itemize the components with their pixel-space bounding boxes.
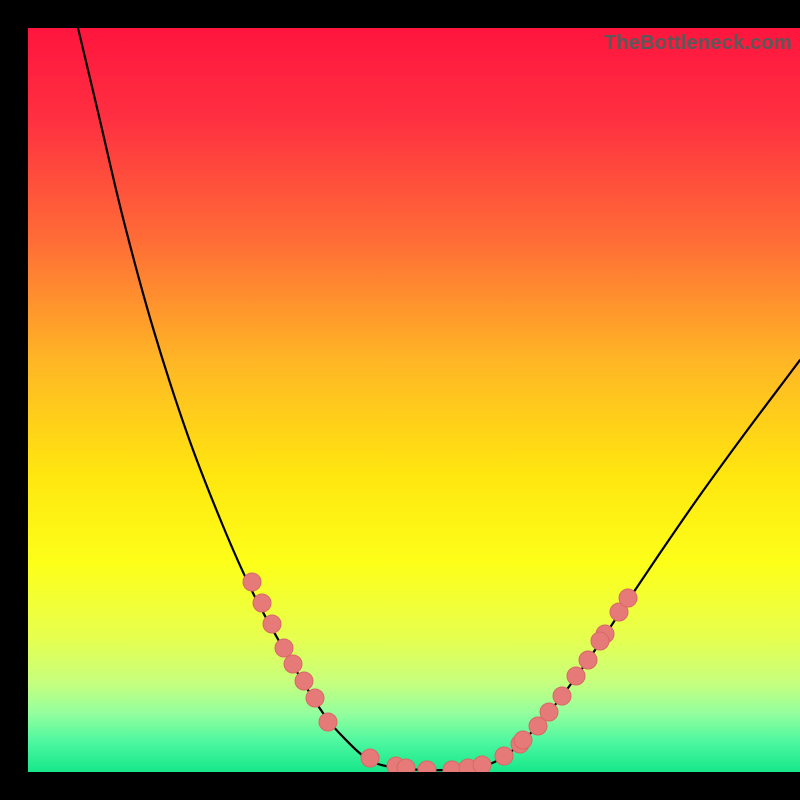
scatter-point — [514, 731, 532, 749]
scatter-point — [473, 756, 491, 772]
scatter-point — [319, 713, 337, 731]
scatter-point — [263, 615, 281, 633]
scatter-point — [253, 594, 271, 612]
scatter-point — [295, 672, 313, 690]
scatter-point — [275, 639, 293, 657]
curve-group — [78, 28, 800, 770]
outer-frame: TheBottleneck.com — [0, 0, 800, 800]
scatter-point — [284, 655, 302, 673]
scatter-point — [540, 703, 558, 721]
scatter-point — [306, 689, 324, 707]
bottleneck-curve — [78, 28, 800, 770]
scatter-point — [579, 651, 597, 669]
chart-svg — [28, 28, 800, 772]
scatter-point — [243, 573, 261, 591]
scatter-point — [443, 761, 461, 772]
scatter-point — [567, 667, 585, 685]
watermark-text: TheBottleneck.com — [604, 32, 792, 55]
scatter-point — [397, 759, 415, 772]
scatter-point — [591, 632, 609, 650]
scatter-point — [495, 747, 513, 765]
scatter-point — [418, 761, 436, 772]
scatter-point — [553, 687, 571, 705]
scatter-point — [619, 589, 637, 607]
plot-area: TheBottleneck.com — [28, 28, 800, 772]
scatter-point — [361, 749, 379, 767]
scatter-group — [243, 573, 637, 772]
